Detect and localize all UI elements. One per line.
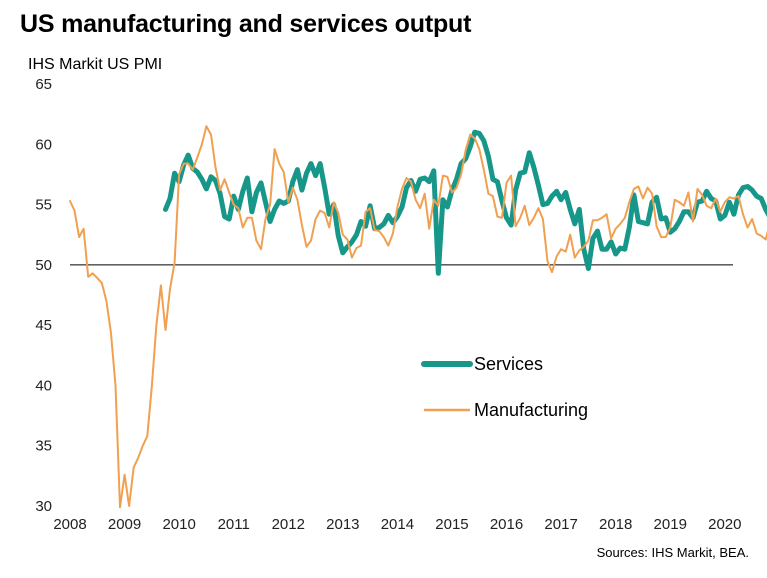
legend-label-manufacturing: Manufacturing: [474, 400, 588, 420]
y-tick-label: 65: [35, 76, 52, 93]
x-tick-label: 2016: [490, 516, 523, 533]
y-axis-label: IHS Markit US PMI: [28, 56, 163, 73]
x-tick-label: 2011: [218, 516, 250, 533]
x-tick-label: 2017: [544, 516, 577, 533]
y-axis-ticks: 30 35 40 45 50 55 60 65: [35, 76, 52, 515]
x-tick-label: 2018: [599, 516, 632, 533]
y-tick-label: 60: [35, 136, 52, 153]
y-tick-label: 35: [35, 438, 52, 455]
y-tick-label: 30: [35, 498, 52, 515]
series-line-services: [163, 129, 767, 276]
y-tick-label: 40: [35, 377, 52, 394]
y-tick-label: 45: [35, 317, 52, 334]
y-tick-label: 55: [35, 197, 52, 214]
x-tick-label: 2019: [654, 516, 687, 533]
x-tick-label: 2020: [708, 516, 741, 533]
chart-title: US manufacturing and services output: [20, 10, 472, 38]
x-tick-label: 2009: [108, 516, 141, 533]
source-note: Sources: IHS Markit, BEA.: [596, 545, 749, 560]
x-tick-label: 2014: [381, 516, 414, 533]
legend: Services Manufacturing: [421, 354, 588, 420]
x-tick-label: 2008: [53, 516, 86, 533]
x-axis-ticks: 2008 2009 2010 2011 2012 2013 2014 2015 2016 2017…: [53, 516, 741, 533]
x-tick-label: 2013: [326, 516, 359, 533]
y-tick-label: 50: [35, 257, 52, 274]
series-lines: [69, 125, 767, 509]
series-line-manufacturing: [69, 125, 767, 509]
legend-label-services: Services: [474, 354, 543, 374]
x-tick-label: 2015: [435, 516, 468, 533]
x-tick-label: 2010: [162, 516, 195, 533]
x-tick-label: 2012: [272, 516, 305, 533]
